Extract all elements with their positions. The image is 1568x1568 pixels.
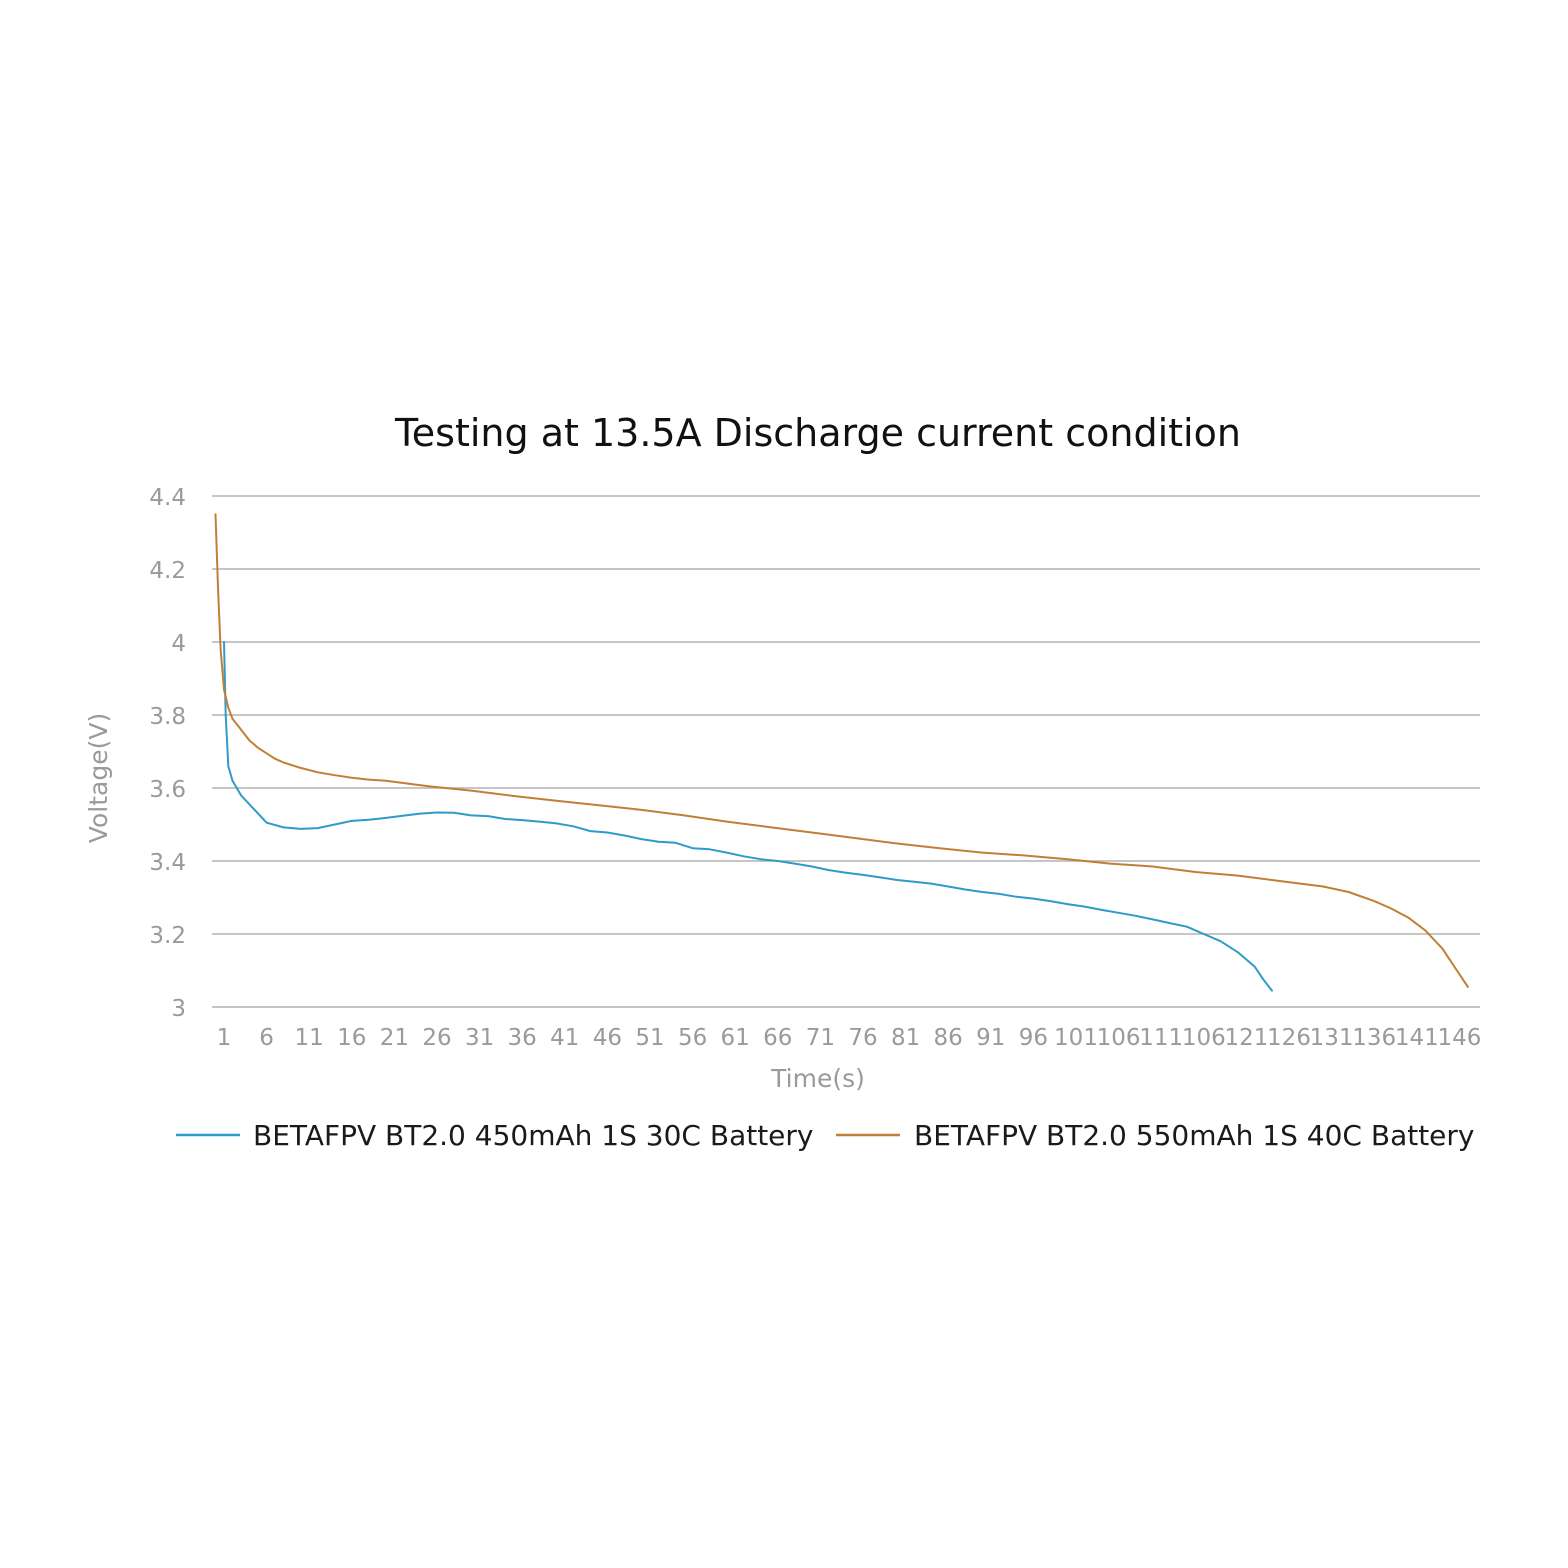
x-tick-label: 76: [848, 1025, 877, 1051]
grid-lines: [212, 495, 1480, 1008]
x-tick-label: 96: [1019, 1025, 1048, 1051]
x-tick-label: 66: [763, 1025, 792, 1051]
x-tick-label: 31: [465, 1025, 494, 1051]
x-tick-label: 11: [295, 1025, 324, 1051]
x-tick-label: 56: [678, 1025, 707, 1051]
x-tick-label: 136: [1352, 1025, 1396, 1051]
x-tick-label: 71: [806, 1025, 835, 1051]
x-tick-label: 106: [1182, 1025, 1226, 1051]
x-axis-ticks: 1 6 11 16 21 26 31 36 41 46 51 56 61 66 71 76 81 86 91 96 10…: [217, 1025, 1482, 1051]
x-tick-label: 6: [259, 1025, 274, 1051]
x-tick-label: 141: [1395, 1025, 1439, 1051]
x-tick-label: 61: [721, 1025, 750, 1051]
x-tick-label: 51: [635, 1025, 664, 1051]
y-tick-label: 3.8: [149, 704, 186, 730]
series-line-1: [223, 641, 1273, 992]
y-tick-label: 4: [171, 631, 186, 657]
x-tick-label: 111: [1139, 1025, 1183, 1051]
legend-label-series-2: BETAFPV BT2.0 550mAh 1S 40C Battery: [914, 1119, 1475, 1152]
series-lines: [214, 513, 1469, 992]
x-tick-label: 101: [1054, 1025, 1098, 1051]
x-tick-label: 146: [1437, 1025, 1481, 1051]
y-axis-ticks: 3 3.2 3.4 3.6 3.8 4 4.2 4.4: [149, 485, 186, 1022]
series-line-2: [214, 513, 1469, 988]
y-tick-label: 3.2: [149, 923, 186, 949]
x-tick-label: 91: [976, 1025, 1005, 1051]
x-tick-label: 36: [508, 1025, 537, 1051]
y-tick-label: 3.6: [149, 777, 186, 803]
y-tick-label: 4.2: [149, 558, 186, 584]
x-tick-label: 86: [934, 1025, 963, 1051]
x-tick-label: 131: [1310, 1025, 1354, 1051]
x-tick-label: 21: [380, 1025, 409, 1051]
x-tick-label: 1: [217, 1025, 232, 1051]
y-tick-label: 3: [171, 996, 186, 1022]
legend-label-series-1: BETAFPV BT2.0 450mAh 1S 30C Battery: [253, 1119, 814, 1152]
x-tick-label: 46: [593, 1025, 622, 1051]
chart-title: Testing at 13.5A Discharge current condi…: [394, 411, 1241, 455]
y-tick-label: 3.4: [149, 850, 186, 876]
x-tick-label: 81: [891, 1025, 920, 1051]
y-axis-label: Voltage(V): [84, 713, 113, 843]
x-tick-label: 106: [1097, 1025, 1141, 1051]
x-tick-label: 41: [550, 1025, 579, 1051]
y-tick-label: 4.4: [149, 485, 186, 511]
x-axis-label: Time(s): [770, 1064, 865, 1093]
legend: BETAFPV BT2.0 450mAh 1S 30C Battery BETA…: [176, 1119, 1475, 1152]
x-tick-label: 121: [1224, 1025, 1268, 1051]
x-tick-label: 126: [1267, 1025, 1311, 1051]
x-tick-label: 16: [337, 1025, 366, 1051]
x-tick-label: 26: [422, 1025, 451, 1051]
